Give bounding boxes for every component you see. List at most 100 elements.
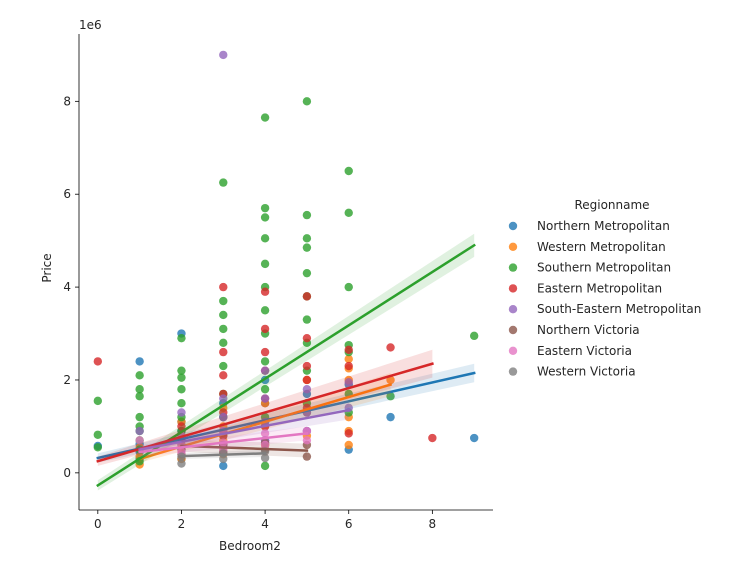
legend-item: Western Victoria [508,365,636,379]
legend-marker [508,263,518,272]
data-point [302,333,312,343]
data-point [260,203,270,213]
data-point [302,315,312,324]
data-point [260,461,270,471]
regression-group [180,449,267,459]
data-point [135,436,144,445]
y-offset-text: 1e6 [79,18,102,32]
legend-label: Southern Metropolitan [537,261,671,275]
data-point [386,412,395,422]
legend-marker [508,305,518,314]
data-point [219,371,228,380]
data-point [344,354,353,364]
data-point [177,408,186,417]
data-point [93,443,103,452]
data-point [344,361,353,371]
data-point [177,373,186,382]
data-point [219,361,228,371]
data-point [302,234,312,243]
regression-line [138,431,309,454]
data-point [302,385,312,394]
data-point [260,113,270,122]
legend-label: Western Victoria [537,365,636,379]
data-point [260,385,270,394]
data-point [135,357,144,366]
data-point [469,433,479,443]
data-point [219,282,228,292]
data-point [219,310,228,320]
data-point [302,292,312,301]
regression-line [180,452,267,458]
regression-line [96,362,434,463]
legend-item: Western Metropolitan [508,240,666,254]
data-point [177,422,186,431]
x-tick-label: 8 [429,517,437,531]
legend-item: Northern Metropolitan [508,219,670,233]
data-point [260,366,270,375]
y-tick-label: 6 [63,187,71,201]
legend-item: South-Eastern Metropolitan [508,302,701,316]
data-point [260,234,270,243]
data-point [93,430,103,439]
plot-area [93,50,479,491]
data-point [177,385,186,394]
data-point [219,324,228,334]
data-point [219,296,228,306]
data-point [219,412,228,422]
legend-marker [508,221,518,231]
legend-item: Eastern Metropolitan [508,281,662,295]
data-point [469,331,479,341]
legend-label: Eastern Metropolitan [537,281,662,295]
data-point [177,366,186,375]
data-point [260,394,270,403]
data-point [177,398,186,408]
data-point [135,412,144,422]
y-ticks: 0 2 4 6 8 [63,94,79,480]
data-point [260,287,270,296]
y-axis-label: Price [40,253,54,282]
regression-line [180,444,309,452]
data-point [177,333,186,343]
legend-item: Eastern Victoria [508,344,632,358]
legend-marker [508,367,518,376]
data-point [386,375,395,385]
regression-group [96,349,434,466]
legend-marker [508,242,518,251]
data-point [344,166,353,176]
data-point [386,392,395,401]
legend-label: Western Metropolitan [537,240,666,254]
x-axis-label: Bedroom2 [219,539,281,553]
data-point [302,375,312,385]
x-tick-label: 4 [261,517,269,531]
data-point [302,97,312,106]
regression-group [138,400,351,454]
data-point [260,306,270,315]
axes [78,34,493,511]
data-point [260,347,270,357]
data-point [302,243,312,252]
y-tick-label: 4 [63,280,71,294]
x-ticks: 0 2 4 6 8 [94,510,436,531]
data-point [386,343,395,352]
data-point [93,396,103,406]
data-point [302,268,312,278]
data-point [135,392,144,401]
data-point [219,461,228,471]
regression-line [138,408,351,452]
data-point [219,50,228,60]
data-point [135,385,144,394]
legend-label: Northern Victoria [537,323,640,337]
data-point [135,426,144,436]
x-tick-label: 2 [178,517,186,531]
data-point [219,338,228,348]
data-point [302,210,312,220]
data-point [260,429,270,438]
x-tick-label: 6 [345,517,353,531]
data-point [260,453,270,463]
legend-marker [508,325,518,335]
data-point [302,436,312,445]
data-point [344,208,353,217]
data-point [428,433,437,443]
data-point [260,440,270,450]
y-tick-label: 0 [63,466,71,480]
